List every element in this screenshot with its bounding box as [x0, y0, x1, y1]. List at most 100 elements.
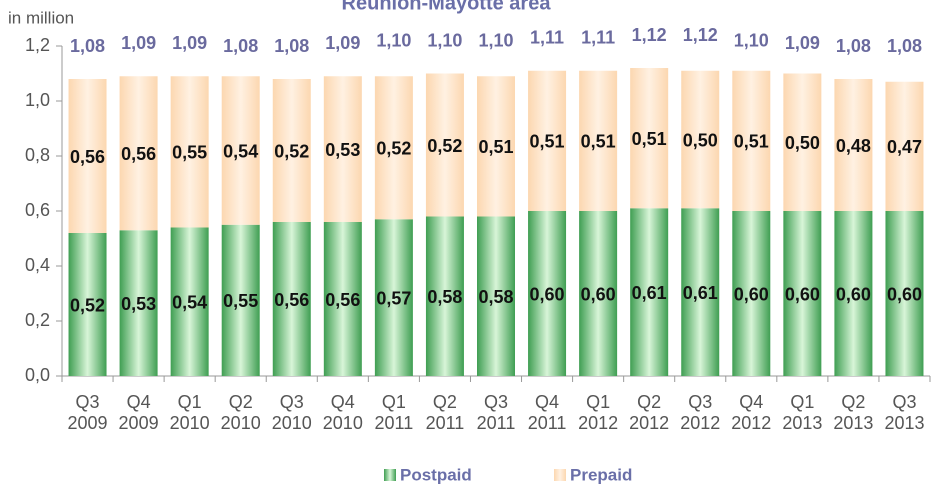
bar-segment: [630, 68, 669, 209]
bar-segment: [170, 227, 209, 376]
value-label: 0,51: [734, 132, 769, 152]
x-tick-label: Q4 2009: [118, 392, 159, 433]
bar-segment: [272, 222, 311, 376]
y-tick-label: 1,2: [25, 35, 50, 55]
bar-segment: [323, 222, 362, 376]
value-label: 0,56: [70, 147, 105, 167]
total-label: 1,10: [376, 30, 411, 50]
value-label: 0,54: [223, 141, 258, 161]
value-label: 0,51: [530, 132, 565, 152]
value-label: 0,60: [530, 284, 565, 304]
legend-swatch: [554, 469, 566, 481]
total-label: 1,08: [836, 36, 871, 56]
value-label: 0,61: [683, 283, 718, 303]
bar-segment: [528, 211, 567, 376]
total-label: 1,12: [632, 25, 667, 45]
total-label: 1,11: [530, 28, 564, 48]
bar-segment: [732, 70, 771, 211]
value-label: 0,53: [121, 294, 156, 314]
bar-segment: [732, 211, 771, 376]
value-label: 0,60: [785, 284, 820, 304]
total-label: 1,10: [427, 30, 462, 50]
value-label: 0,57: [376, 288, 411, 308]
value-label: 0,60: [836, 284, 871, 304]
bar-segment: [272, 79, 311, 222]
y-tick-label: 0,4: [25, 255, 50, 275]
x-tick-label: Q3 2011: [476, 392, 516, 433]
y-tick-label: 0,2: [25, 310, 50, 330]
x-tick-label: Q2 2013: [833, 392, 874, 433]
bar-segment: [528, 70, 567, 211]
bar-segment: [783, 73, 822, 211]
value-label: 0,54: [172, 293, 207, 313]
legend-label: Postpaid: [400, 465, 472, 484]
bar-segment: [834, 211, 873, 376]
value-label: 0,55: [172, 143, 207, 163]
legend-label: Prepaid: [570, 465, 632, 484]
total-label: 1,08: [223, 36, 258, 56]
value-label: 0,47: [887, 137, 922, 157]
bar-segment: [783, 211, 822, 376]
bar-segment: [221, 76, 260, 225]
value-label: 0,52: [274, 141, 309, 161]
value-label: 0,60: [581, 284, 616, 304]
value-label: 0,58: [478, 287, 513, 307]
value-label: 0,56: [325, 290, 360, 310]
value-label: 0,50: [785, 133, 820, 153]
value-label: 0,56: [121, 144, 156, 164]
bar-segment: [119, 230, 158, 376]
total-label: 1,09: [325, 33, 360, 53]
y-tick-label: 0,0: [25, 365, 50, 385]
value-label: 0,53: [325, 140, 360, 160]
y-unit-label: in million: [8, 8, 74, 27]
value-label: 0,48: [836, 136, 871, 156]
value-label: 0,52: [376, 139, 411, 159]
bar-segment: [170, 76, 209, 228]
bar-segment: [630, 208, 669, 376]
legend-swatch: [384, 469, 396, 481]
x-tick-label: Q1 2010: [169, 392, 210, 433]
x-tick-label: Q1 2011: [374, 392, 414, 433]
x-tick-label: Q2 2011: [425, 392, 465, 433]
total-label: 1,08: [274, 36, 309, 56]
value-label: 0,60: [734, 284, 769, 304]
bar-segment: [68, 79, 107, 233]
x-tick-label: Q1 2013: [782, 392, 823, 433]
x-tick-label: Q4 2012: [731, 392, 772, 433]
total-label: 1,08: [70, 36, 105, 56]
x-tick-label: Q2 2010: [220, 392, 261, 433]
y-tick-label: 0,8: [25, 145, 50, 165]
y-tick-label: 1,0: [25, 90, 50, 110]
x-tick-label: Q4 2010: [322, 392, 363, 433]
total-label: 1,09: [172, 33, 207, 53]
x-tick-label: Q3 2010: [271, 392, 312, 433]
y-tick-label: 0,6: [25, 200, 50, 220]
x-tick-label: Q3 2012: [680, 392, 721, 433]
total-label: 1,08: [887, 36, 922, 56]
x-tick-label: Q1 2012: [578, 392, 619, 433]
bar-segment: [374, 76, 413, 220]
total-label: 1,12: [683, 25, 718, 45]
bar-segment: [221, 224, 260, 376]
total-label: 1,10: [478, 30, 513, 50]
bar-segment: [885, 81, 924, 211]
bar-segment: [579, 70, 618, 211]
x-tick-label: Q2 2012: [629, 392, 670, 433]
value-label: 0,52: [427, 136, 462, 156]
bar-segment: [681, 208, 720, 376]
x-tick-label: Q3 2013: [884, 392, 925, 433]
x-tick-label: Q3 2009: [67, 392, 108, 433]
value-label: 0,50: [683, 130, 718, 150]
bar-segment: [68, 233, 107, 376]
total-label: 1,09: [121, 33, 156, 53]
total-label: 1,11: [581, 28, 615, 48]
value-label: 0,55: [223, 291, 258, 311]
bar-segment: [885, 211, 924, 376]
bar-segment: [579, 211, 618, 376]
bar-segment: [425, 73, 464, 217]
value-label: 0,51: [478, 137, 513, 157]
bar-segment: [119, 76, 158, 231]
value-label: 0,58: [427, 287, 462, 307]
